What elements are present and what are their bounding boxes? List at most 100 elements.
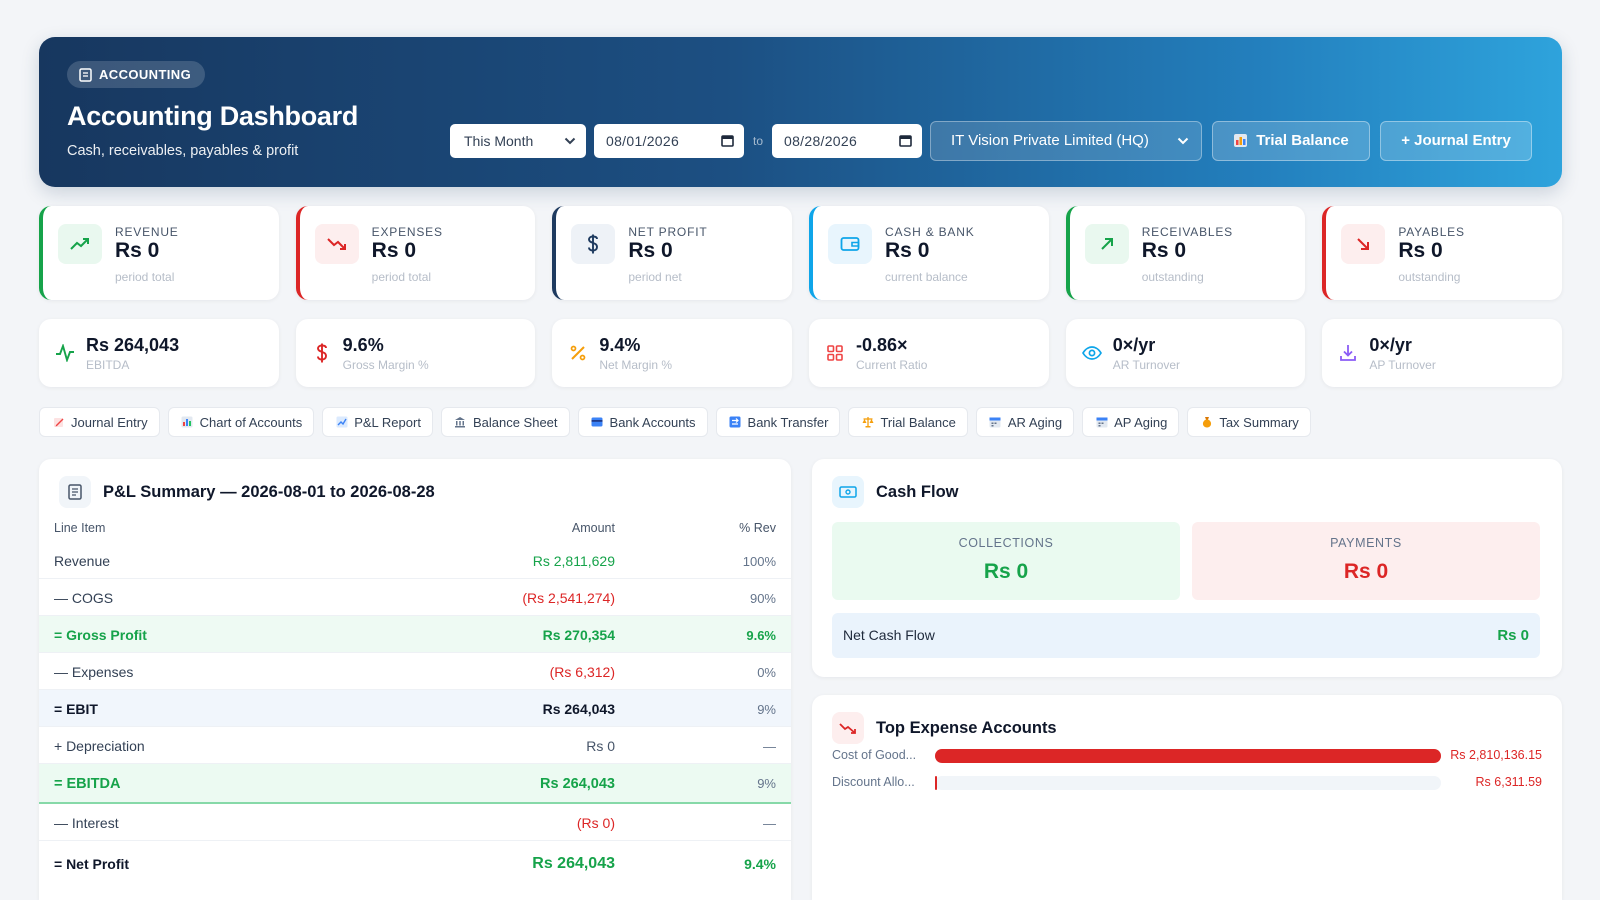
ratio-card-ap-turnover: 0×/yr AP Turnover <box>1322 319 1563 387</box>
quick-link-label: Bank Transfer <box>747 414 829 430</box>
ratio-card-gross-margin: 9.6% Gross Margin % <box>295 319 536 387</box>
journal-entry-button-label: + Journal Entry <box>1401 132 1511 149</box>
company-select[interactable]: IT Vision Private Limited (HQ) <box>930 120 1202 161</box>
pl-line-item: — Interest <box>54 815 119 831</box>
company-select-value: IT Vision Private Limited (HQ) <box>951 132 1149 149</box>
kpi-value: Rs 0 <box>628 239 673 262</box>
kpi-card-receivables[interactable]: RECEIVABLES Rs 0 outstanding <box>1065 206 1306 300</box>
cash-flow-title: Cash Flow <box>876 482 959 501</box>
quick-link-bank-accounts[interactable]: Bank Accounts <box>577 407 708 437</box>
period-select-value: This Month <box>464 132 534 149</box>
bar-chart-icon <box>181 416 194 429</box>
quick-link-bank-transfer[interactable]: Bank Transfer <box>715 407 841 437</box>
column-header-line-item: Line Item <box>54 521 106 535</box>
calendar-icon <box>989 416 1002 429</box>
net-cash-flow-row: Net Cash Flow Rs 0 <box>832 613 1540 658</box>
ratio-cards: Rs 264,043 EBITDA 9.6% Gross Margin % 9.… <box>39 319 1563 387</box>
quick-link-label: Tax Summary <box>1219 414 1299 430</box>
pl-pct: 9.4% <box>744 856 776 872</box>
quick-link-chart-of-accounts[interactable]: Chart of Accounts <box>167 407 315 437</box>
quick-link-label: AR Aging <box>1007 414 1063 430</box>
quick-link-tax-summary[interactable]: Tax Summary <box>1187 407 1311 437</box>
pl-amount: Rs 264,043 <box>532 855 615 872</box>
pl-amount: (Rs 2,541,274) <box>522 590 615 606</box>
pl-line-item: = Gross Profit <box>54 627 147 643</box>
kpi-card-net-profit[interactable]: NET PROFIT Rs 0 period net <box>552 206 793 300</box>
pl-amount: Rs 264,043 <box>540 776 615 792</box>
eye-icon <box>1080 341 1104 365</box>
wallet-icon <box>828 224 873 264</box>
kpi-note: outstanding <box>1398 270 1461 284</box>
chart-icon <box>335 416 348 429</box>
expense-amount: Rs 6,311.59 <box>1475 775 1542 789</box>
date-from-input[interactable]: 08/01/2026 <box>594 123 744 158</box>
pl-pct: 9.6% <box>746 628 776 643</box>
calendar-icon <box>721 134 734 147</box>
kpi-card-revenue[interactable]: REVENUE Rs 0 period total <box>39 206 279 300</box>
quick-links: Journal Entry Chart of Accounts P&L Repo… <box>39 407 1311 439</box>
quick-link-ar-aging[interactable]: AR Aging <box>975 407 1075 437</box>
ratio-value: Rs 264,043 <box>86 335 180 355</box>
journal-entry-button[interactable]: + Journal Entry <box>1380 120 1532 161</box>
table-row: Revenue Rs 2,811,629 100% <box>39 542 791 579</box>
date-range-separator: to <box>752 133 763 148</box>
quick-link-trial-balance[interactable]: Trial Balance <box>848 407 968 437</box>
table-row: = Net Profit Rs 264,043 9.4% <box>39 841 791 887</box>
kpi-cards: REVENUE Rs 0 period total EXPENSES Rs 0 … <box>39 206 1563 300</box>
collections-value: Rs 0 <box>983 560 1029 583</box>
date-to-input[interactable]: 08/28/2026 <box>772 123 922 158</box>
pl-amount: Rs 264,043 <box>542 701 615 717</box>
quick-link-label: Trial Balance <box>880 414 956 430</box>
page-title: Accounting Dashboard <box>67 101 359 131</box>
collections-label: COLLECTIONS <box>958 536 1054 550</box>
ratio-card-ebitda: Rs 264,043 EBITDA <box>39 319 279 387</box>
kpi-value: Rs 0 <box>1398 239 1443 262</box>
quick-link-journal-entry[interactable]: Journal Entry <box>39 407 160 437</box>
cash-flow-panel: Cash Flow COLLECTIONS Rs 0 PAYMENTS Rs 0… <box>812 459 1562 677</box>
kpi-label: PAYABLES <box>1398 225 1465 239</box>
top-expense-header: Top Expense Accounts <box>832 712 1057 744</box>
pl-amount: Rs 270,354 <box>542 627 615 643</box>
period-select[interactable]: This Month <box>450 123 586 158</box>
kpi-note: period total <box>115 270 175 284</box>
ratio-value: 9.4% <box>599 335 641 355</box>
payments-box: PAYMENTS Rs 0 <box>1192 522 1540 600</box>
pl-line-item: Revenue <box>54 553 111 569</box>
dollar-icon <box>310 341 334 365</box>
pl-line-item: = Net Profit <box>54 856 130 872</box>
pl-line-item: — COGS <box>54 590 114 606</box>
trending-up-icon <box>58 224 102 264</box>
kpi-note: outstanding <box>1141 270 1204 284</box>
quick-link-ap-aging[interactable]: AP Aging <box>1082 407 1180 437</box>
payments-label: PAYMENTS <box>1330 536 1402 550</box>
kpi-label: EXPENSES <box>371 225 443 239</box>
kpi-value: Rs 0 <box>1141 239 1187 262</box>
quick-link-pl-report[interactable]: P&L Report <box>322 407 433 437</box>
ratio-value: 9.6% <box>342 335 384 355</box>
kpi-card-cash-bank[interactable]: CASH & BANK Rs 0 current balance <box>809 206 1049 300</box>
activity-icon <box>53 341 77 365</box>
column-header-amount: Amount <box>571 521 615 535</box>
kpi-card-expenses[interactable]: EXPENSES Rs 0 period total <box>295 206 536 300</box>
trial-balance-button[interactable]: Trial Balance <box>1212 120 1370 161</box>
table-row: = Gross Profit Rs 270,354 9.6% <box>39 616 791 653</box>
kpi-note: period total <box>371 270 432 284</box>
quick-link-balance-sheet[interactable]: Balance Sheet <box>440 407 570 437</box>
pl-pct: 90% <box>749 591 776 606</box>
pl-pct: 9% <box>757 702 776 717</box>
download-icon <box>1336 341 1360 365</box>
pl-pct: — <box>763 816 776 831</box>
ratio-label: AR Turnover <box>1112 358 1181 372</box>
net-cash-flow-value: Rs 0 <box>1497 627 1529 644</box>
trial-balance-button-label: Trial Balance <box>1256 132 1349 149</box>
expense-bar-row: Cost of Good... Rs 2,810,136.15 <box>832 746 1542 764</box>
table-row: — Interest (Rs 0) — <box>39 804 791 841</box>
expense-amount: Rs 2,810,136.15 <box>1450 748 1542 762</box>
kpi-card-payables[interactable]: PAYABLES Rs 0 outstanding <box>1322 206 1563 300</box>
table-row: + Depreciation Rs 0 — <box>39 727 791 764</box>
kpi-label: REVENUE <box>115 225 179 239</box>
kpi-value: Rs 0 <box>371 239 417 262</box>
scale-icon <box>861 416 874 429</box>
quick-link-label: AP Aging <box>1114 414 1168 430</box>
trending-down-icon <box>314 224 359 264</box>
